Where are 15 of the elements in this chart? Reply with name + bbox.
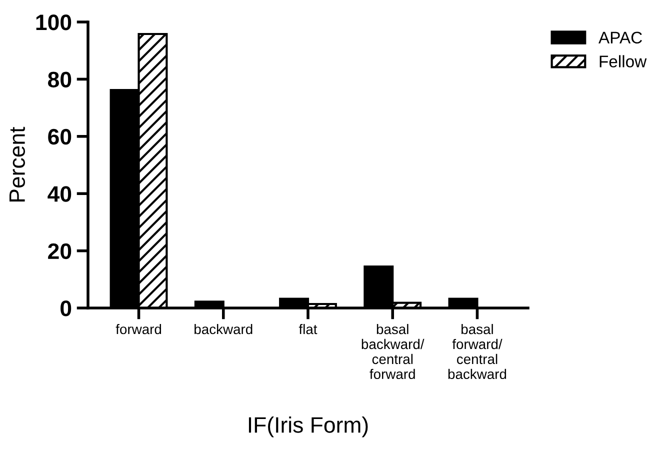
x-axis-title: IF(Iris Form) xyxy=(248,416,368,438)
x-tick-label: flat xyxy=(298,324,318,334)
y-tick-label: 100 xyxy=(36,14,72,30)
x-tick-label: basal forward/ central backward xyxy=(448,324,506,380)
y-tick-label: 60 xyxy=(48,128,72,145)
x-tick-label: backward xyxy=(194,324,252,334)
x-tick-label: forward xyxy=(116,324,162,334)
legend-label: Fellow xyxy=(600,55,647,68)
y-tick-label: 80 xyxy=(48,72,72,88)
y-tick-label: 0 xyxy=(60,300,72,316)
y-tick-label: 40 xyxy=(48,186,72,202)
y-tick-label: 20 xyxy=(48,243,72,260)
x-tick-label: basal backward/ central forward xyxy=(362,324,424,380)
y-axis-title: Percent xyxy=(10,126,26,202)
legend-label: APAC xyxy=(598,32,642,44)
